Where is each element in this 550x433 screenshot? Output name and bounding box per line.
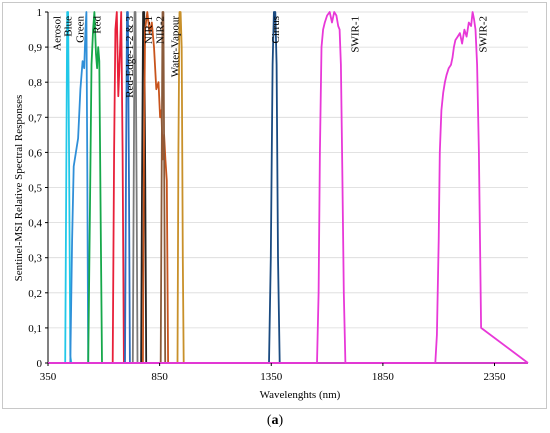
y-tick-label: 0,4 xyxy=(28,218,42,230)
series-line-red-edge-2 xyxy=(48,11,528,364)
series-line-blue xyxy=(48,11,528,364)
y-tick-label: 0,7 xyxy=(28,112,42,124)
band-label-swir-1: SWIR-1 xyxy=(349,16,361,53)
y-tick-label: 0,1 xyxy=(28,323,42,335)
band-label-red-edge-1-2-3: Red-Edge-1-2 & 3 xyxy=(124,16,136,98)
band-label-blue: Blue xyxy=(62,16,74,37)
band-labels: Aerosol Blue Green Red Red-Edge-1-2 & 3 NIR-1… xyxy=(51,16,489,98)
y-tick-label: 1 xyxy=(37,7,43,19)
x-tick-label: 1850 xyxy=(372,371,395,383)
band-label-green: Green xyxy=(75,16,87,43)
x-tick-label: 850 xyxy=(151,371,168,383)
x-tick-label: 1350 xyxy=(260,371,283,383)
band-label-water-vapour: Water-Vapour xyxy=(170,16,182,78)
y-tick-label: 0,3 xyxy=(28,253,42,265)
y-tick-label: 0 xyxy=(37,358,43,370)
band-label-swir-2: SWIR-2 xyxy=(478,16,490,53)
y-axis-title: Sentinel-MSI Relative Spectral Responses xyxy=(13,95,25,282)
band-label-aerosol: Aerosol xyxy=(51,16,63,51)
band-label-nir-2: NIR-2 xyxy=(155,16,167,44)
series-line-nir-2 xyxy=(48,11,528,364)
series-line-cirrus xyxy=(48,11,528,364)
y-tick-label: 0,9 xyxy=(28,42,42,54)
x-axis-title: Wavelenghts (nm) xyxy=(260,389,341,401)
chart-frame xyxy=(2,2,547,409)
series-line-red-edge-1 xyxy=(48,11,528,364)
series-line-water-vapour xyxy=(48,11,528,364)
x-tick-label: 2350 xyxy=(484,371,507,383)
figure-caption: (a) xyxy=(0,413,550,429)
x-tick-label: 350 xyxy=(40,371,57,383)
series-line-swir-2 xyxy=(48,11,529,364)
caption-letter: a xyxy=(271,413,279,428)
series-lines xyxy=(48,11,529,364)
y-tick-label: 0,2 xyxy=(28,288,42,300)
band-label-red: Red xyxy=(92,16,104,34)
caption-close: ) xyxy=(278,413,284,428)
y-tick-label: 0,5 xyxy=(28,183,42,195)
y-tick-label: 0,8 xyxy=(28,77,42,89)
series-line-red-edge-3 xyxy=(48,11,528,364)
series-line-red xyxy=(48,11,528,364)
band-label-nir-1: NIR-1 xyxy=(143,16,155,44)
y-tick-label: 0,6 xyxy=(28,147,42,159)
series-line-green xyxy=(48,11,528,364)
caption-open: ( xyxy=(266,413,272,428)
series-line-nir-1 xyxy=(48,11,528,364)
band-label-cirrus: Cirrus xyxy=(270,16,282,44)
spectral-response-chart: Aerosol Blue Green Red Red-Edge-1-2 & 3 NIR-1… xyxy=(13,7,529,401)
series-line-swir-1 xyxy=(48,11,528,364)
